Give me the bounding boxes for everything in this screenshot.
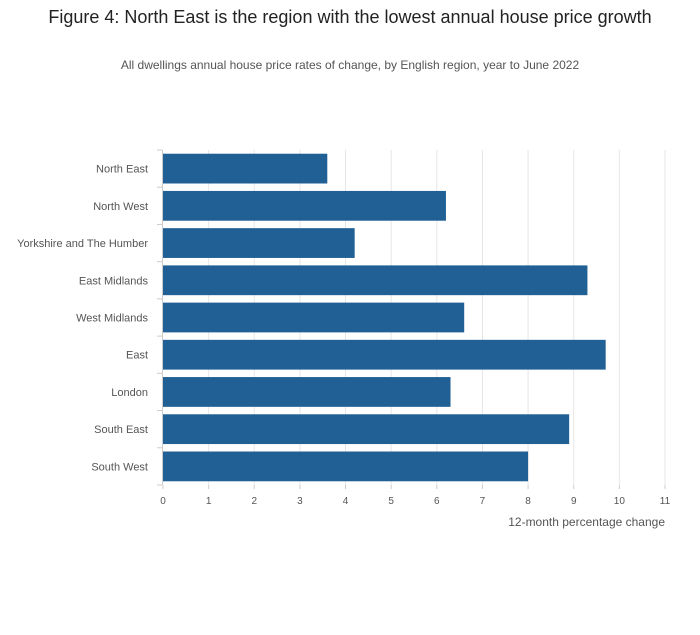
bar (163, 339, 606, 370)
chart-title: Figure 4: North East is the region with … (48, 7, 652, 27)
bars (163, 153, 606, 482)
x-tick-label: 9 (571, 496, 577, 507)
category-label: South West (91, 461, 148, 473)
category-label: North West (93, 201, 148, 213)
category-label: Yorkshire and The Humber (17, 238, 148, 250)
x-axis-title: 12-month percentage change (508, 515, 665, 529)
x-tick-label: 7 (480, 496, 486, 507)
x-tick-label: 8 (525, 496, 531, 507)
x-tick-label: 2 (251, 496, 257, 507)
bar (163, 190, 446, 221)
x-tick-label: 6 (434, 496, 440, 507)
category-label: East Midlands (79, 275, 149, 287)
x-tick-label: 1 (206, 496, 212, 507)
bar (163, 153, 328, 184)
bar (163, 265, 588, 296)
x-tick-label: 10 (614, 496, 626, 507)
x-tick-label: 4 (343, 496, 349, 507)
bar (163, 451, 529, 482)
x-tick-label: 5 (388, 496, 394, 507)
bar (163, 414, 570, 445)
bar (163, 377, 451, 407)
x-tick-label: 3 (297, 496, 303, 507)
category-label: London (111, 387, 148, 399)
category-labels: North East North West Yorkshire and The Hu… (17, 149, 162, 486)
category-label: North East (96, 164, 148, 176)
x-axis-ticks: 0 1 2 3 4 5 6 7 8 9 10 11 (160, 485, 671, 507)
category-label: West Midlands (76, 313, 148, 325)
category-label: South East (94, 424, 148, 436)
category-label: East (126, 350, 148, 362)
x-tick-label: 11 (660, 496, 671, 507)
bar (163, 302, 465, 333)
x-tick-label: 0 (160, 496, 166, 507)
bar (163, 228, 355, 258)
chart-subtitle: All dwellings annual house price rates o… (120, 58, 580, 72)
